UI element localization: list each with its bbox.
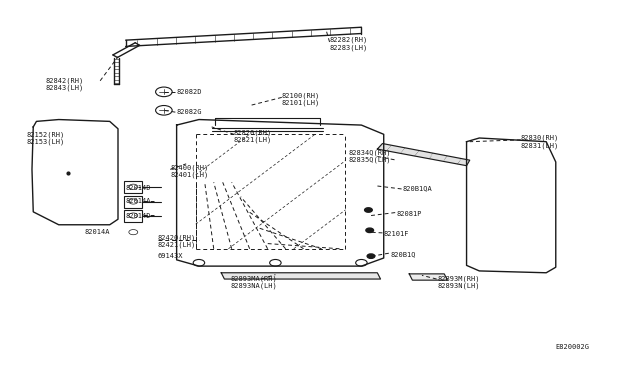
Text: E820002G: E820002G	[556, 344, 590, 350]
Text: 82401(LH): 82401(LH)	[170, 171, 209, 178]
Text: 82081P: 82081P	[396, 211, 422, 217]
Bar	[124, 181, 142, 193]
Circle shape	[367, 254, 375, 259]
Text: 82421(LH): 82421(LH)	[157, 242, 196, 248]
Text: 82820(RH): 82820(RH)	[234, 129, 272, 136]
Text: 82283(LH): 82283(LH)	[330, 44, 368, 51]
Text: 82082D: 82082D	[177, 89, 202, 95]
Text: 82834Q(RH): 82834Q(RH)	[349, 150, 391, 156]
Polygon shape	[378, 144, 470, 166]
Text: 82893NA(LH): 82893NA(LH)	[231, 282, 278, 289]
Text: 82153(LH): 82153(LH)	[27, 138, 65, 145]
Text: 82014D: 82014D	[125, 212, 151, 218]
Text: 82893M(RH): 82893M(RH)	[438, 275, 481, 282]
Text: 82830(RH): 82830(RH)	[521, 135, 559, 141]
Text: 820B1Q: 820B1Q	[390, 251, 415, 257]
Polygon shape	[221, 273, 381, 279]
Text: 82014D: 82014D	[125, 185, 151, 191]
Text: 69143X: 69143X	[157, 253, 183, 259]
Text: 82152(RH): 82152(RH)	[27, 131, 65, 138]
Text: 82082G: 82082G	[177, 109, 202, 115]
Text: 82282(RH): 82282(RH)	[330, 37, 368, 44]
Text: 82014A: 82014A	[125, 198, 151, 204]
Text: 82014A: 82014A	[84, 229, 109, 235]
Bar	[124, 196, 142, 208]
Text: 82100(RH): 82100(RH)	[282, 92, 320, 99]
Text: 82101F: 82101F	[384, 231, 409, 237]
Text: 82835Q(LH): 82835Q(LH)	[349, 157, 391, 163]
Text: 82101(LH): 82101(LH)	[282, 100, 320, 106]
Text: 82843(LH): 82843(LH)	[46, 85, 84, 92]
Text: 82420(RH): 82420(RH)	[157, 234, 196, 241]
Text: 820B1QA: 820B1QA	[403, 185, 433, 191]
Polygon shape	[409, 274, 447, 280]
Circle shape	[365, 208, 372, 212]
Text: 82893MA(RH): 82893MA(RH)	[231, 275, 278, 282]
Bar	[124, 210, 142, 222]
Circle shape	[366, 228, 374, 232]
Text: 82842(RH): 82842(RH)	[46, 77, 84, 84]
Text: 82831(LH): 82831(LH)	[521, 142, 559, 149]
Text: 82893N(LH): 82893N(LH)	[438, 282, 481, 289]
Text: 82400(RH): 82400(RH)	[170, 164, 209, 171]
Text: 82821(LH): 82821(LH)	[234, 137, 272, 143]
